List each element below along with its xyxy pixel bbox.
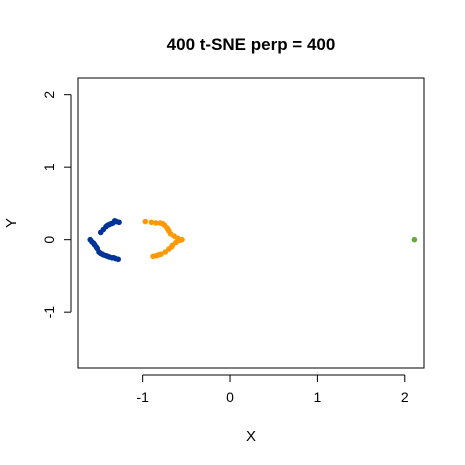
y-tick-label: 0 <box>41 236 57 244</box>
plot-frame <box>78 78 424 368</box>
x-axis-label: X <box>246 428 256 445</box>
data-point <box>169 244 175 250</box>
y-axis-label: Y <box>3 218 20 228</box>
x-tick-label: -1 <box>136 389 149 405</box>
y-tick-label: -1 <box>41 306 57 319</box>
data-point <box>160 221 166 227</box>
data-point <box>165 227 171 233</box>
y-tick-label: 2 <box>41 91 57 99</box>
series-0 <box>87 218 121 262</box>
x-tick-label: 2 <box>401 389 409 405</box>
chart-title: 400 t-SNE perp = 400 <box>167 35 336 54</box>
series-1 <box>142 219 184 259</box>
x-axis: -1 0 1 2 <box>136 375 408 405</box>
x-tick-label: 1 <box>314 389 322 405</box>
data-point <box>105 222 111 228</box>
data-point <box>111 255 117 261</box>
data-point <box>105 254 111 260</box>
data-point <box>150 254 156 260</box>
data-point <box>156 252 162 258</box>
data-points <box>87 218 417 262</box>
y-axis: -1 0 1 2 <box>41 91 71 319</box>
data-point <box>412 237 418 243</box>
data-point <box>94 244 100 250</box>
y-tick-label: 1 <box>41 163 57 171</box>
series-2 <box>412 237 418 243</box>
data-point <box>112 218 118 224</box>
data-point <box>142 219 148 225</box>
data-point <box>100 251 106 257</box>
x-tick-label: 0 <box>226 389 234 405</box>
data-point <box>98 230 104 236</box>
